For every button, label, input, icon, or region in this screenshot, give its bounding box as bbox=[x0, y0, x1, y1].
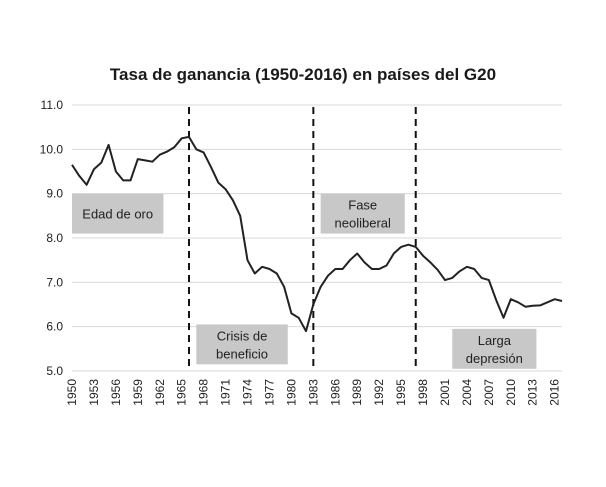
annotation-label: depresión bbox=[466, 351, 523, 366]
annotation-label: neoliberal bbox=[335, 216, 391, 231]
x-tick-label: 1989 bbox=[350, 379, 364, 406]
annotations: Edad de oro Crisis de beneficio Fase neolibe… bbox=[72, 193, 537, 369]
annotation-box bbox=[196, 324, 288, 365]
x-tick-label: 1977 bbox=[262, 379, 276, 406]
x-tick-label: 1971 bbox=[219, 379, 233, 406]
annotation-box bbox=[320, 193, 405, 234]
y-tick-label: 6.0 bbox=[46, 320, 63, 334]
annotation-label: Crisis de bbox=[217, 328, 268, 343]
series bbox=[71, 135, 563, 333]
x-tick-label: 2010 bbox=[504, 379, 518, 406]
x-tick-label: 1998 bbox=[416, 379, 430, 406]
x-tick-label: 2007 bbox=[482, 379, 496, 406]
annotation-box bbox=[72, 193, 164, 234]
chart-title: Tasa de ganancia (1950-2016) en países d… bbox=[110, 65, 496, 84]
y-tick-label: 11.0 bbox=[41, 98, 64, 112]
y-tick-label: 5.0 bbox=[46, 364, 63, 378]
y-tick-label: 7.0 bbox=[46, 275, 63, 289]
x-tick-label: 1956 bbox=[109, 379, 123, 406]
annotation-2: Fase neoliberal bbox=[320, 193, 405, 234]
x-tick-label: 1968 bbox=[197, 379, 211, 406]
annotation-label: Fase bbox=[348, 198, 377, 213]
x-tick-label: 1959 bbox=[131, 379, 145, 406]
x-tick-label: 2016 bbox=[548, 379, 562, 406]
x-tick-label: 2001 bbox=[438, 379, 452, 406]
x-tick-label: 2004 bbox=[460, 379, 474, 406]
y-tick-label: 8.0 bbox=[46, 231, 63, 245]
annotation-0: Edad de oro bbox=[72, 193, 164, 234]
x-tick-label: 1974 bbox=[241, 379, 255, 406]
period-dividers bbox=[188, 107, 417, 371]
x-tick-label: 1965 bbox=[175, 379, 189, 406]
y-tick-label: 10.0 bbox=[40, 142, 64, 156]
annotation-box bbox=[452, 328, 537, 369]
series-line bbox=[71, 135, 563, 333]
x-tick-label: 1992 bbox=[372, 379, 386, 406]
x-tick-label: 2013 bbox=[526, 379, 540, 406]
x-tick-label: 1962 bbox=[153, 379, 167, 406]
y-tick-label: 9.0 bbox=[46, 187, 63, 201]
x-tick-label: 1983 bbox=[306, 379, 320, 406]
x-tick-label: 1953 bbox=[87, 379, 101, 406]
x-tick-label: 1950 bbox=[65, 379, 79, 406]
x-axis-ticks: 1950 1953 1956 1959 1962 1965 1968 1971 1974 1977… bbox=[65, 379, 562, 406]
x-tick-label: 1986 bbox=[328, 379, 342, 406]
x-tick-label: 1980 bbox=[284, 379, 298, 406]
annotation-label: Larga bbox=[478, 333, 512, 348]
y-axis-ticks: 5.0 6.0 7.0 8.0 9.0 10.0 11.0 bbox=[40, 98, 64, 378]
x-tick-label: 1995 bbox=[394, 379, 408, 406]
annotation-label: beneficio bbox=[216, 346, 268, 361]
annotation-1: Crisis de beneficio bbox=[196, 324, 288, 365]
annotation-label: Edad de oro bbox=[82, 207, 153, 222]
annotation-3: Larga depresión bbox=[452, 328, 537, 369]
